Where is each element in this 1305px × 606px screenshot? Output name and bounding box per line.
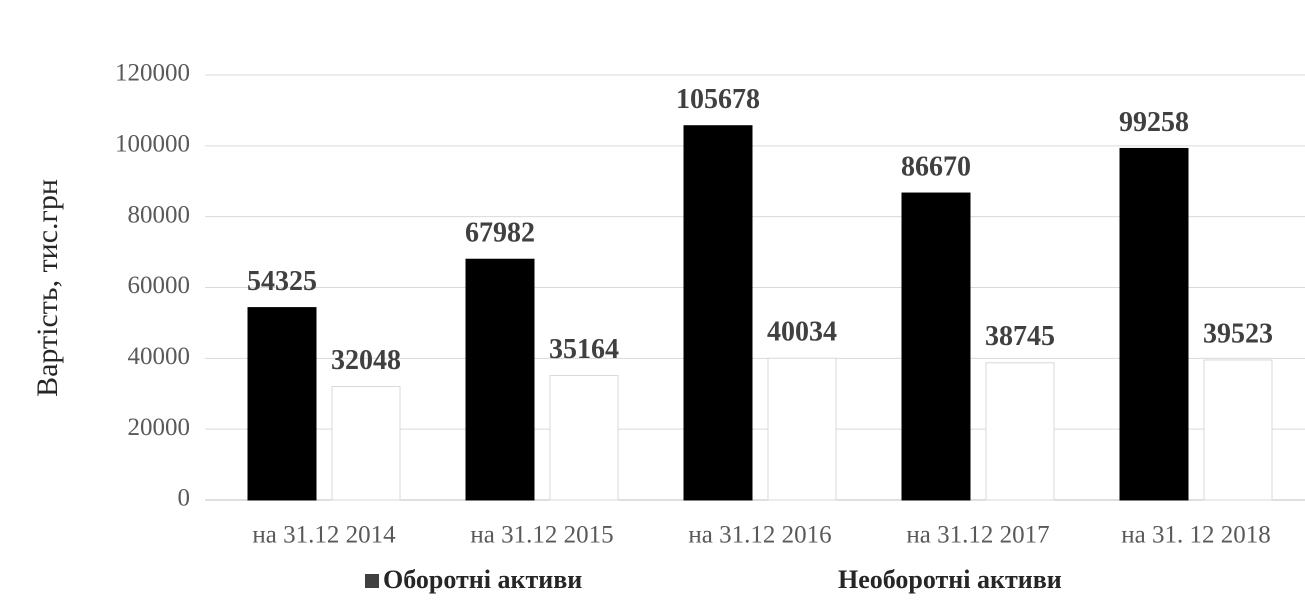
bar [247,307,317,501]
bar [683,125,753,501]
bar [901,192,971,501]
x-tick-label: на 31. 12 2018 [1121,522,1270,549]
value-label: 99258 [1119,107,1189,138]
x-tick-label: на 31.12 2016 [688,522,831,549]
x-tick-label: на 31.12 2014 [252,522,396,549]
value-label: 40034 [767,317,837,348]
bar [331,385,401,501]
bar [465,258,535,501]
value-label: 32048 [331,345,401,376]
legend-marker [820,574,834,588]
value-label: 54325 [247,266,317,297]
y-tick-label: 60000 [128,272,191,299]
y-tick-label: 100000 [115,131,190,158]
x-tick-label: на 31.12 2015 [470,522,613,549]
y-tick-label: 20000 [128,414,191,441]
value-label: 35164 [549,334,619,365]
value-label: 105678 [676,84,760,115]
y-tick-label: 80000 [128,201,191,228]
bar [767,357,837,501]
x-tick-label: на 31.12 2017 [906,522,1049,549]
y-tick-label: 120000 [115,60,190,87]
y-axis-title: Вартість, тис.грн [31,179,64,397]
legend-marker [365,574,379,588]
legend-label: Необоротні активи [838,565,1062,594]
value-label: 38745 [985,321,1055,352]
y-tick-label: 40000 [128,343,191,370]
legend-label: Оборотні активи [383,565,582,594]
value-label: 39523 [1203,318,1273,349]
value-label: 86670 [901,151,971,182]
y-tick-label: 0 [178,485,191,512]
value-label: 67982 [465,218,535,249]
bar [985,362,1055,501]
bar [549,374,619,501]
bar [1119,147,1189,501]
bar [1203,359,1273,501]
